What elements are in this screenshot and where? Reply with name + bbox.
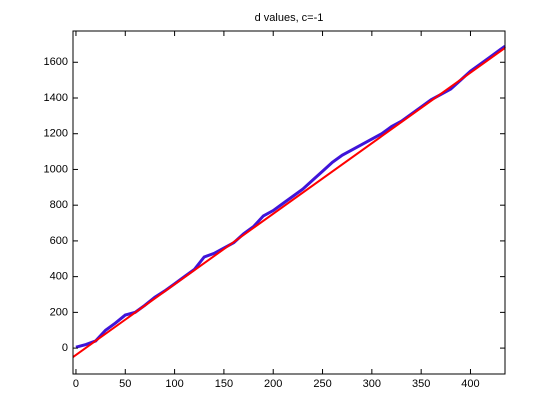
y-tick-label: 400 xyxy=(50,271,68,283)
y-tick-label: 800 xyxy=(50,199,68,211)
x-tick-label: 250 xyxy=(313,378,331,390)
data-line xyxy=(72,47,506,358)
chart-title: d values, c=-1 xyxy=(255,12,324,24)
y-tick-label: 1400 xyxy=(44,92,68,104)
x-tick-label: 300 xyxy=(363,378,381,390)
y-tick-label: 600 xyxy=(50,235,68,247)
x-tick-label: 50 xyxy=(119,378,131,390)
y-tick-label: 1000 xyxy=(44,163,68,175)
y-tick-label: 200 xyxy=(50,306,68,318)
y-tick-label: 1200 xyxy=(44,128,68,140)
y-tick-label: 0 xyxy=(62,342,68,354)
y-tick-label: 1600 xyxy=(44,56,68,68)
x-tick-label: 350 xyxy=(412,378,430,390)
x-tick-label: 100 xyxy=(165,378,183,390)
x-tick-label: 0 xyxy=(73,378,79,390)
x-tick-label: 400 xyxy=(461,378,479,390)
axes-box xyxy=(72,30,506,375)
x-tick-label: 150 xyxy=(215,378,233,390)
x-tick-label: 200 xyxy=(264,378,282,390)
